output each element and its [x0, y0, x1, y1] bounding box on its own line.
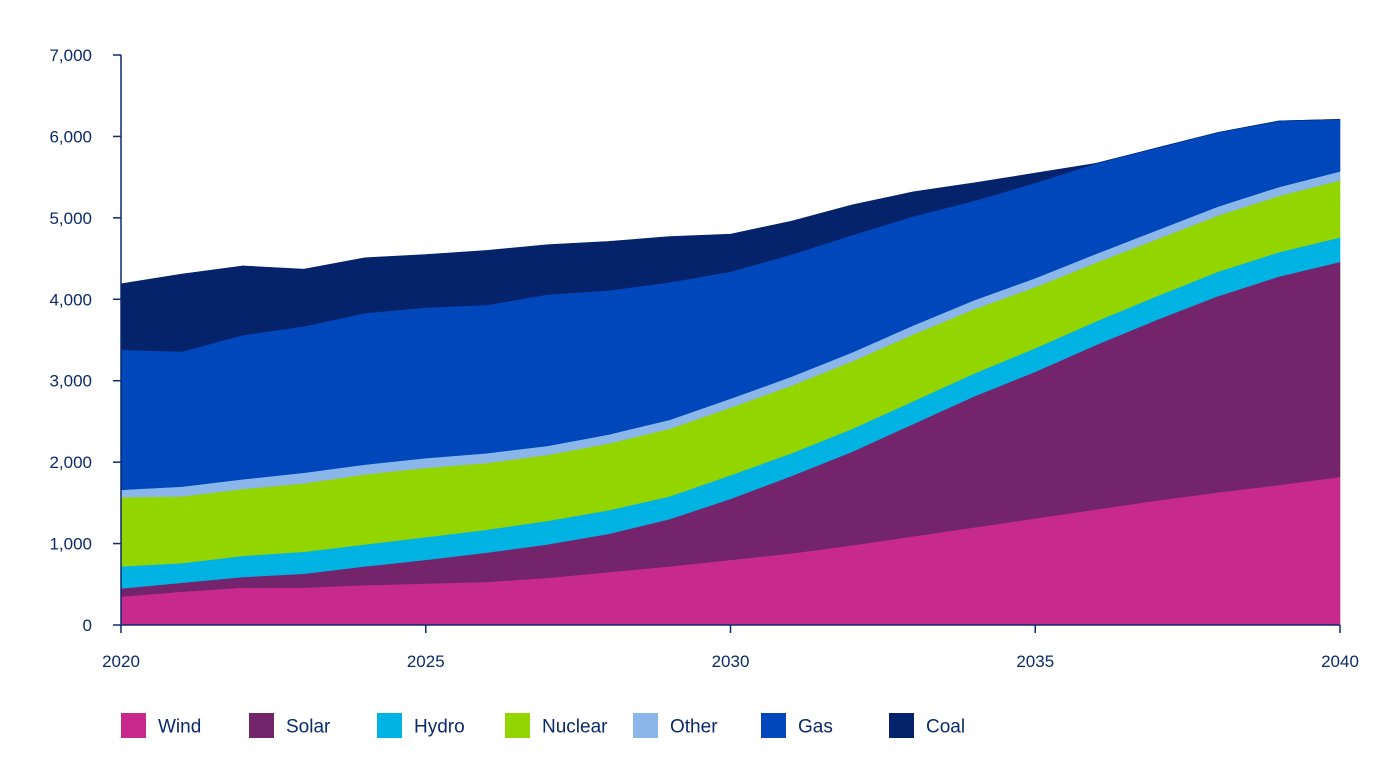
legend-item-coal: Coal — [889, 713, 965, 738]
axes-layer: 0 1,000 2,000 3,000 4,000 5,000 6,000 7,000 2020… — [49, 46, 1358, 671]
legend-label: Hydro — [414, 717, 465, 738]
legend-swatch — [377, 713, 402, 738]
legend-label: Gas — [798, 717, 833, 738]
legend-label: Coal — [926, 717, 965, 738]
x-tick-label: 2020 — [102, 652, 140, 671]
y-tick-label: 3,000 — [49, 372, 92, 391]
legend: Wind Solar Hydro Nuclear Other Gas Coal — [121, 713, 965, 738]
x-tick-label: 2025 — [407, 652, 445, 671]
legend-item-gas: Gas — [761, 713, 833, 738]
y-tick-label: 4,000 — [49, 290, 92, 309]
legend-swatch — [633, 713, 658, 738]
legend-swatch — [505, 713, 530, 738]
legend-label: Solar — [286, 717, 331, 738]
legend-item-nuclear: Nuclear — [505, 713, 608, 738]
legend-item-hydro: Hydro — [377, 713, 465, 738]
y-tick-label: 7,000 — [49, 46, 92, 65]
y-tick-label: 1,000 — [49, 535, 92, 554]
area-coal — [120, 119, 1341, 352]
legend-item-solar: Solar — [249, 713, 331, 738]
areas-layer — [120, 119, 1341, 626]
legend-swatch — [121, 713, 146, 738]
x-tick-label: 2030 — [712, 652, 750, 671]
legend-item-other: Other — [633, 713, 718, 738]
legend-swatch — [249, 713, 274, 738]
x-tick-label: 2040 — [1321, 652, 1359, 671]
y-tick-label: 6,000 — [49, 127, 92, 146]
y-tick-label: 2,000 — [49, 453, 92, 472]
legend-label: Wind — [158, 717, 201, 738]
x-tick-label: 2035 — [1016, 652, 1054, 671]
y-tick-label: 0 — [83, 616, 92, 635]
legend-label: Other — [670, 717, 718, 738]
legend-label: Nuclear — [542, 717, 608, 738]
legend-swatch — [889, 713, 914, 738]
y-tick-label: 5,000 — [49, 209, 92, 228]
legend-swatch — [761, 713, 786, 738]
legend-item-wind: Wind — [121, 713, 201, 738]
